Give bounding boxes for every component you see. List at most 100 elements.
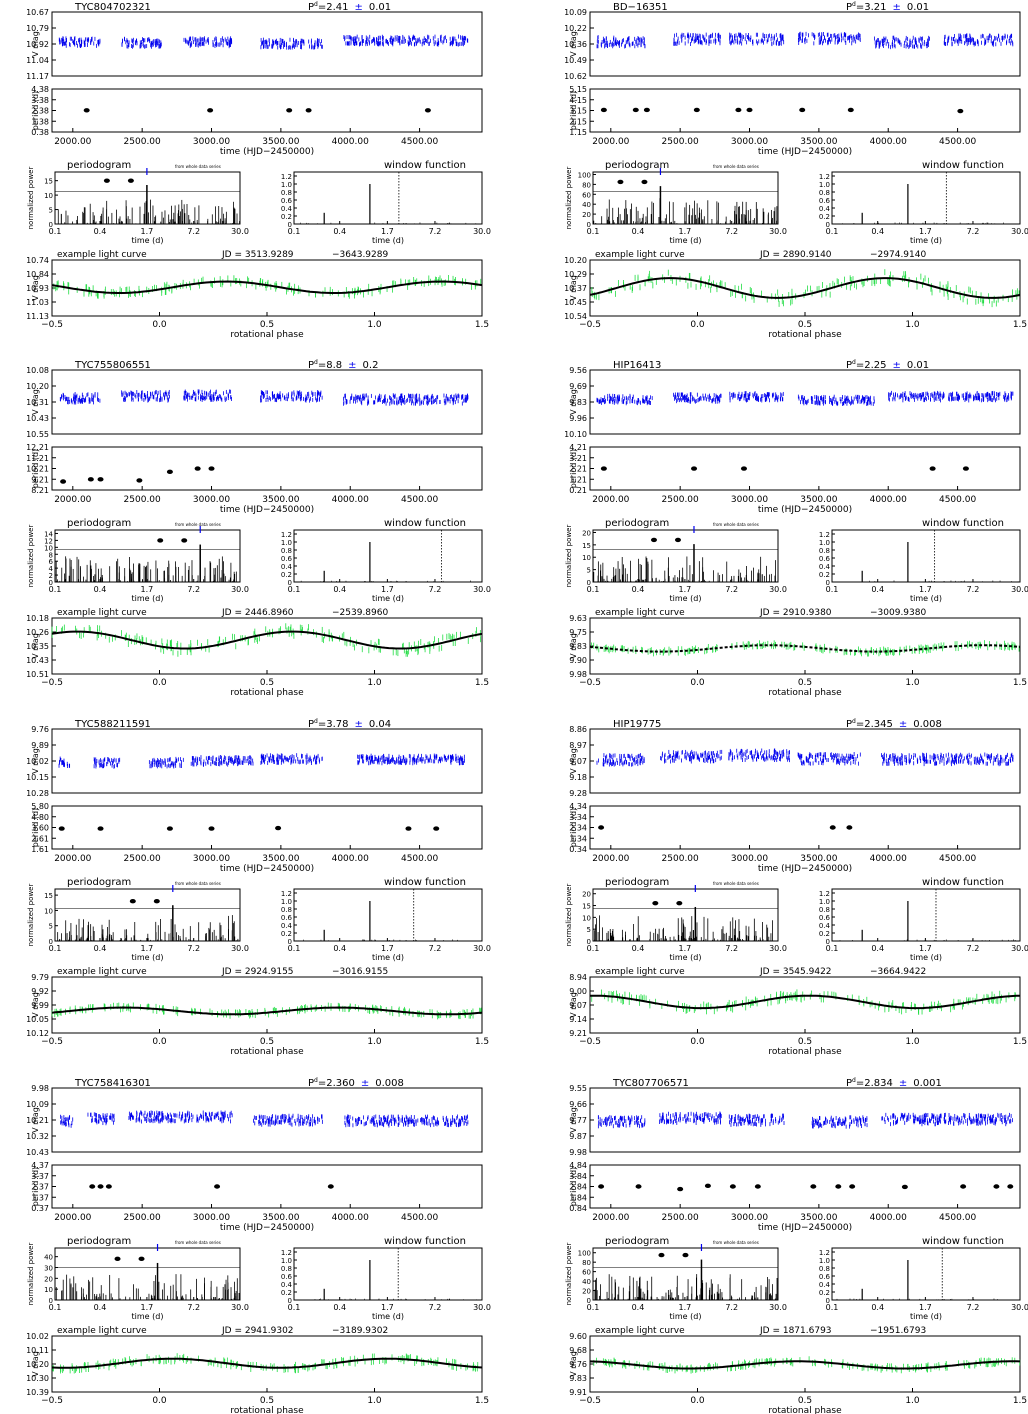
star-panel: TYC588211591 Pd=3.78 ±0.04 9.76 9.89 10.02 10.… [26, 718, 491, 1057]
period-pm: ± [893, 360, 901, 371]
spectrum-ytick-label: 0.6 [819, 555, 831, 563]
lc-ylabel: V mag [31, 31, 40, 57]
star-name: HIP16413 [613, 360, 661, 371]
spectrum-ytick-label: 0.4 [819, 205, 831, 213]
period-interval-point [674, 537, 681, 543]
periodogram-note: from whole data series [713, 164, 759, 169]
period-p: P [846, 2, 852, 13]
spectrum-ytick-label: 4 [49, 565, 54, 573]
lc-tick-label: 9.69 [569, 382, 587, 391]
period-point [136, 478, 143, 483]
time-tick-label: 4000.00 [870, 137, 907, 147]
spectrum-ytick-label: 1.2 [281, 531, 292, 539]
fold-tick-label: 10.20 [564, 256, 587, 265]
time-tick-label: 3500.00 [800, 495, 837, 505]
lc-tick-label: 10.10 [564, 430, 587, 439]
spectrum-xlabel: time (d) [132, 236, 164, 245]
spectrum-tick-label: 1.7 [381, 585, 394, 594]
period-header: Pd=3.21 ±0.01 [846, 1, 929, 13]
periodogram-title: periodogram [605, 518, 669, 529]
window-title: window function [922, 160, 1004, 171]
spectrum-ytick-label: 0.4 [281, 205, 293, 213]
fold-tick-label: 10.93 [26, 284, 49, 293]
phase-tick-label: 0.0 [152, 678, 167, 688]
phase-tick-label: 0.0 [690, 320, 705, 330]
phase-tick-label: 0.0 [690, 678, 705, 688]
lc-tick-label: 9.96 [569, 414, 587, 423]
phase-tick-label: 1.5 [1013, 678, 1027, 688]
spectrum-tick-label: 30.0 [1011, 585, 1028, 594]
time-tick-label: 4000.00 [870, 495, 907, 505]
period-point [735, 107, 742, 113]
period-point [929, 466, 936, 471]
spectrum-tick-label: 7.2 [429, 585, 442, 594]
time-xlabel: time (HJD−2450000) [220, 505, 314, 515]
phase-tick-label: 1.0 [367, 678, 382, 688]
fold-jd-end: −3643.9289 [332, 250, 388, 260]
fold-tick-label: 9.63 [569, 614, 587, 623]
period-interval-point [181, 538, 188, 543]
period-point [166, 469, 173, 475]
spectrum-ytick-label: 0.8 [281, 189, 292, 197]
fold-jd-end: −2974.9140 [870, 250, 926, 260]
phase-tick-label: 1.5 [1013, 320, 1027, 330]
period-superscript: d [852, 359, 856, 366]
fold-tick-label: 9.98 [569, 670, 587, 679]
spectrum-tick-label: 0.4 [632, 227, 645, 236]
time-tick-label: 4500.00 [939, 137, 976, 147]
window-frame [831, 529, 1021, 583]
spectrum-ytick-label: 10 [44, 544, 53, 552]
fold-frame [51, 617, 483, 675]
fold-frame [589, 259, 1021, 317]
time-tick-label: 4500.00 [401, 137, 438, 147]
lc-tick-label: 10.79 [26, 24, 49, 33]
spectrum-xlabel: time (d) [910, 594, 942, 603]
spectrum-tick-label: 0.4 [94, 585, 107, 594]
period-value: =8.8 [318, 360, 342, 371]
lc-tick-label: 10.36 [564, 40, 587, 49]
period-pm: ± [893, 2, 901, 13]
period-superscript: d [314, 1, 318, 8]
periodogram-ylabel: normalized power [27, 525, 35, 588]
period-tick-label: 3.21 [569, 454, 587, 463]
lc-tick-label: 10.43 [26, 414, 49, 423]
spectrum-tick-label: 30.0 [231, 227, 249, 236]
period-point [305, 108, 312, 113]
fold-xlabel: rotational phase [768, 330, 842, 340]
fold-xlabel: rotational phase [230, 330, 304, 340]
periodogram-frame [54, 529, 241, 583]
spectrum-ytick-label: 6 [49, 558, 54, 566]
time-tick-label: 3500.00 [262, 495, 299, 505]
fold-jd-start: JD = 3513.9289 [221, 250, 294, 260]
period-tick-label: 4.38 [31, 85, 49, 94]
fold-tick-label: 9.83 [569, 642, 587, 651]
fold-tick-label: 10.29 [564, 270, 587, 279]
time-tick-label: 3000.00 [731, 495, 768, 505]
period-tick-label: 12.21 [26, 443, 49, 452]
spectrum-tick-label: 0.1 [826, 585, 839, 594]
time-tick-label: 3000.00 [193, 137, 230, 147]
period-frame [51, 88, 483, 133]
fold-frame [51, 259, 483, 317]
spectrum-tick-label: 0.1 [288, 585, 301, 594]
phase-tick-label: 0.5 [798, 320, 812, 330]
spectrum-ytick-label: 0.2 [281, 571, 292, 579]
period-tick-label: 10.21 [26, 465, 49, 474]
fold-fit-curve [589, 644, 1021, 653]
lc-tick-label: 11.17 [26, 72, 49, 81]
time-tick-label: 2000.00 [54, 495, 91, 505]
window-title: window function [922, 518, 1004, 529]
spectrum-ytick-label: 0 [49, 221, 53, 229]
spectrum-ytick-label: 1.2 [819, 173, 830, 181]
period-interval-point [650, 537, 657, 543]
spectrum-ytick-label: 1.0 [819, 539, 830, 547]
spectrum-tick-label: 0.1 [288, 227, 301, 236]
phase-tick-label: 0.5 [260, 678, 274, 688]
period-point [194, 466, 201, 471]
spectrum-tick-label: 0.1 [587, 585, 600, 594]
fold-tick-label: 9.90 [569, 656, 587, 665]
spectrum-tick-label: 30.0 [1011, 227, 1028, 236]
period-tick-label: 3.38 [31, 96, 49, 105]
period-interval-point [127, 178, 134, 183]
spectrum-xlabel: time (d) [372, 594, 404, 603]
